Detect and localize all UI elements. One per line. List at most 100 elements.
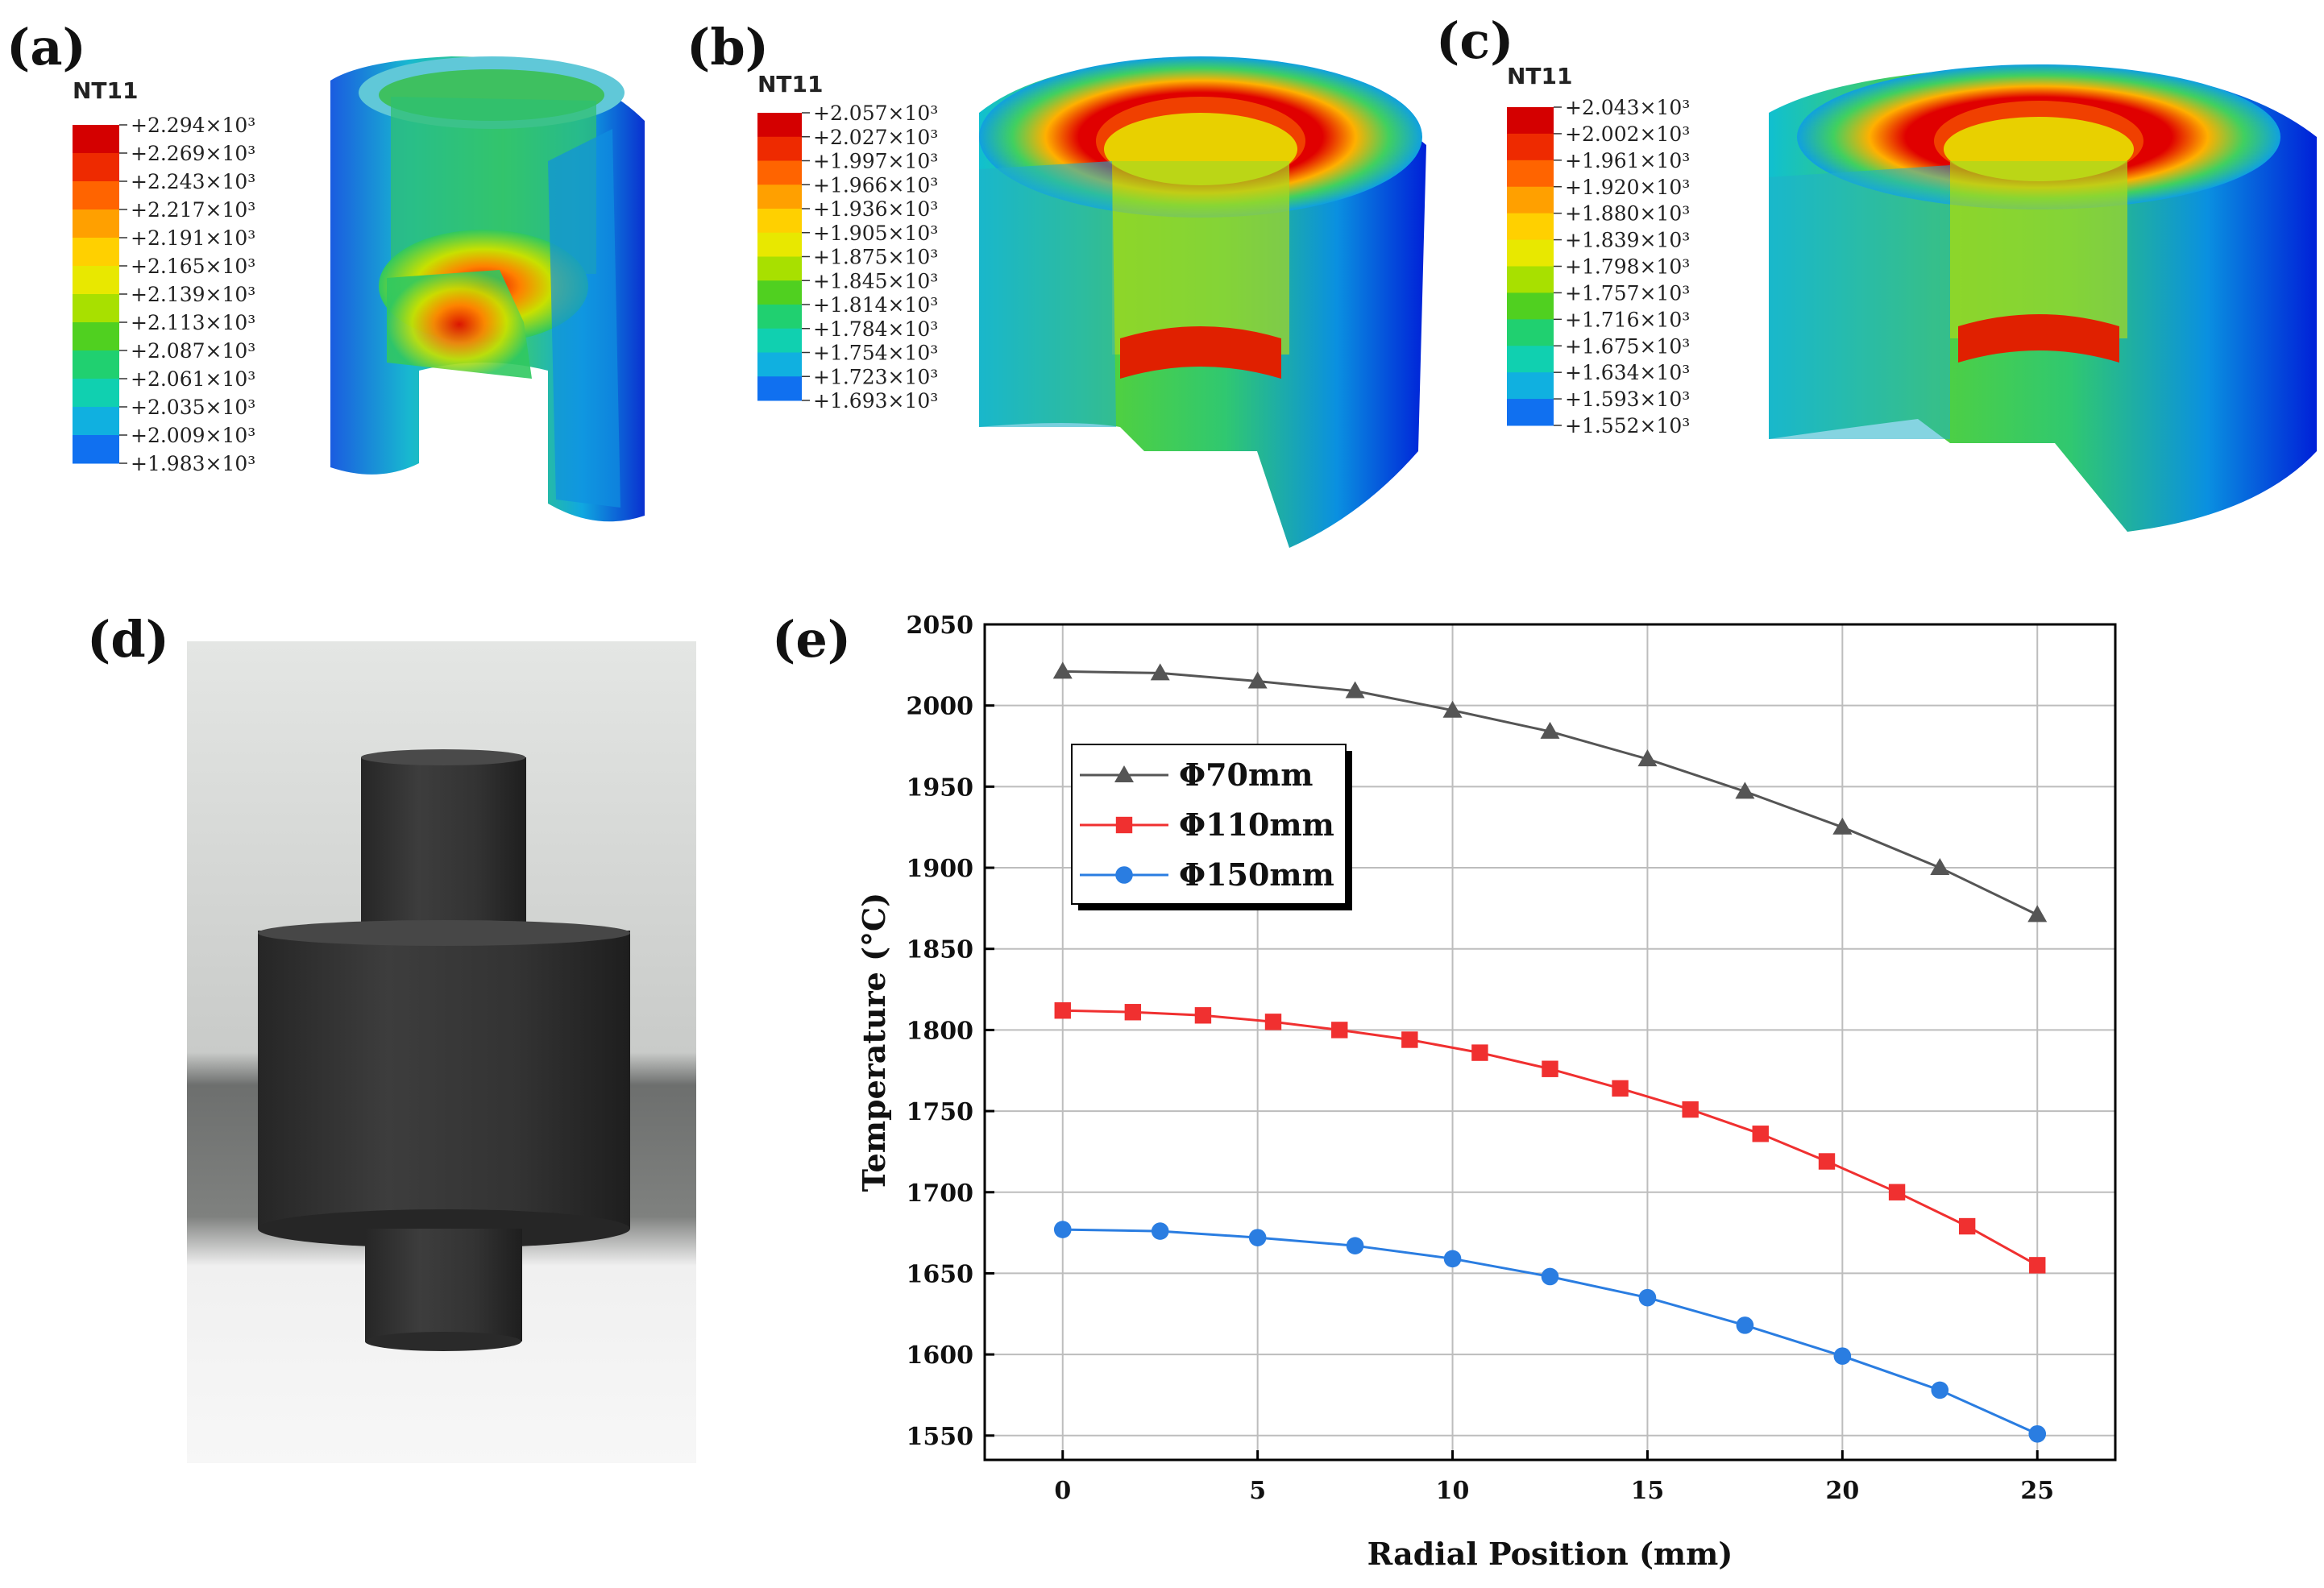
panel-label-a: (a) [6, 18, 86, 77]
data-point [1638, 1288, 1657, 1307]
contour-value: +2.027×10³ [813, 126, 938, 149]
x-tick-label: 20 [1825, 1477, 1859, 1505]
x-tick-label: 0 [1054, 1477, 1071, 1505]
y-tick-label: 1600 [907, 1341, 974, 1370]
contour-band [73, 238, 119, 267]
nt11-label-b: NT11 [757, 71, 824, 97]
panel-label-c: (c) [1436, 11, 1513, 70]
data-point [1958, 1217, 1976, 1235]
simulation-render-a [330, 56, 645, 522]
data-point [1345, 681, 1365, 699]
data-point [1833, 1347, 1852, 1365]
data-point [1053, 1221, 1072, 1238]
contour-value: +1.920×10³ [1565, 176, 1690, 199]
contour-band [73, 125, 119, 154]
contour-value: +2.139×10³ [131, 283, 255, 306]
contour-band [1507, 186, 1554, 214]
contour-band [73, 266, 119, 295]
contour-band [73, 294, 119, 323]
y-tick-label: 1550 [907, 1423, 974, 1451]
data-point [1331, 1022, 1348, 1039]
contour-value: +2.035×10³ [131, 396, 255, 419]
contour-band [73, 322, 119, 351]
contour-band [73, 407, 119, 436]
contour-value: +2.002×10³ [1565, 122, 1690, 146]
contour-band [73, 435, 119, 464]
contour-value: +2.061×10³ [131, 367, 255, 391]
contour-band [757, 328, 802, 353]
contour-band [73, 379, 119, 408]
contour-band [757, 376, 802, 401]
contour-band [757, 136, 802, 161]
contour-value: +1.552×10³ [1565, 414, 1690, 437]
contour-band [73, 181, 119, 210]
contour-band [1507, 133, 1554, 161]
contour-value: +2.043×10³ [1565, 96, 1690, 119]
data-point [1735, 782, 1755, 799]
x-tick-label: 15 [1631, 1477, 1665, 1505]
data-point [1054, 1002, 1071, 1019]
data-point [1247, 671, 1268, 689]
contour-value: +1.754×10³ [813, 342, 938, 365]
contour-value: +1.784×10³ [813, 317, 938, 341]
contour-value: +1.880×10³ [1565, 202, 1690, 226]
legend-label: Φ70mm [1179, 757, 1313, 793]
contour-band [757, 209, 802, 234]
contour-band [73, 153, 119, 182]
x-tick-label: 10 [1436, 1477, 1470, 1505]
series-0 [1052, 661, 2048, 923]
contour-band [757, 232, 802, 257]
y-tick-label: 1750 [907, 1098, 974, 1126]
data-point [1931, 1381, 1949, 1399]
contour-band [1507, 239, 1554, 267]
legend-label: Φ110mm [1179, 806, 1334, 843]
legend-label: Φ150mm [1179, 856, 1334, 893]
series-2 [1053, 1221, 2047, 1443]
y-tick-label: 2000 [907, 693, 974, 721]
simulation-render-c [1769, 64, 2317, 532]
contour-value: +1.814×10³ [813, 293, 938, 317]
y-tick-label: 2050 [907, 612, 974, 640]
contour-band [73, 350, 119, 379]
contour-band [757, 256, 802, 281]
contour-value: +1.757×10³ [1565, 281, 1690, 305]
contour-band [757, 160, 802, 185]
data-point [1124, 1004, 1142, 1021]
contour-band [1507, 213, 1554, 241]
contour-value: +1.966×10³ [813, 173, 938, 197]
plot-frame [983, 623, 2117, 1462]
contour-value: +1.593×10³ [1565, 388, 1690, 411]
data-point [1540, 721, 1560, 739]
contour-value: +2.269×10³ [131, 142, 255, 165]
contour-band [1507, 319, 1554, 346]
nt11-label-c: NT11 [1507, 63, 1573, 89]
contour-value: +1.936×10³ [813, 197, 938, 221]
contour-value: +1.961×10³ [1565, 149, 1690, 172]
series-1 [1054, 1002, 2046, 1274]
nt11-label-a: NT11 [73, 77, 139, 104]
y-tick-label: 1950 [907, 773, 974, 802]
data-point [1150, 663, 1170, 681]
data-point [1346, 1237, 1364, 1255]
contour-band [1507, 266, 1554, 293]
contour-value: +1.723×10³ [813, 365, 938, 388]
y-tick-label: 1700 [907, 1180, 974, 1208]
data-point [1115, 866, 1133, 884]
data-point [1832, 817, 1853, 835]
contour-value: +1.634×10³ [1565, 361, 1690, 384]
temperature-chart: 0 5 10 15 20 25 1550 1600 1650 1700 1750 1800 1850 19… [856, 612, 2117, 1572]
data-point [1736, 1316, 1754, 1334]
y-tick-label: 1650 [907, 1260, 974, 1288]
contour-legend-a: +2.294×10³ +2.269×10³ +2.243×10³ +2.217×10³… [73, 114, 255, 475]
contour-band [757, 280, 802, 305]
panel-e: (e) 0 5 10 15 20 25 1550 1600 1650 1700 1750 1800 18… [772, 610, 2117, 1572]
contour-band [757, 352, 802, 377]
y-tick-label: 1850 [907, 936, 974, 964]
data-point [2029, 1257, 2046, 1274]
contour-legend-c: +2.043×10³ +2.002×10³ +1.961×10³ +1.920×10³… [1507, 96, 1690, 437]
data-point [1194, 1007, 1212, 1024]
contour-value: +1.839×10³ [1565, 229, 1690, 252]
data-point [1471, 1044, 1488, 1061]
data-point [1818, 1153, 1836, 1170]
